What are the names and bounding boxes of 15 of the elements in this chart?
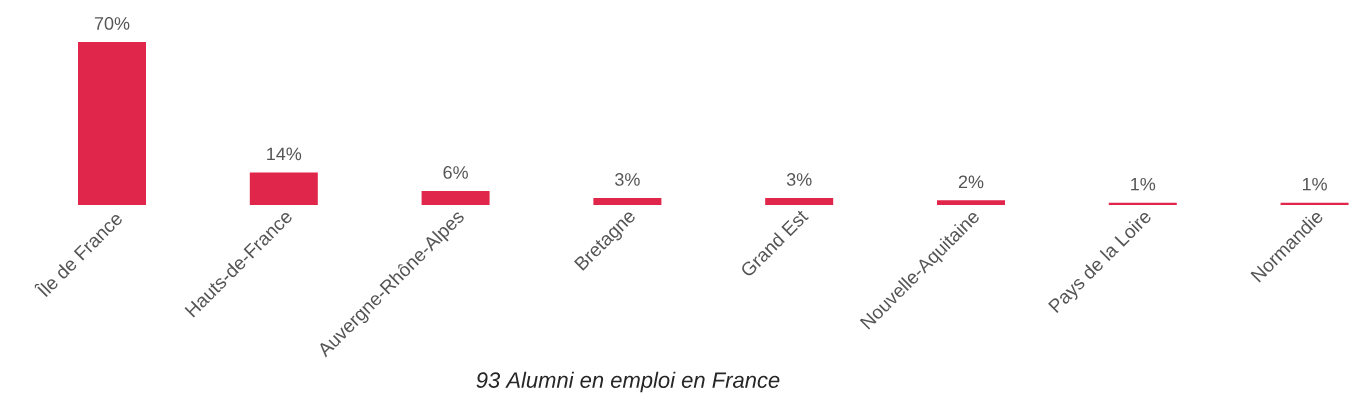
data-label: 3% (615, 173, 640, 186)
bar (593, 198, 662, 205)
data-label: 1% (1131, 177, 1156, 191)
data-label: 6% (443, 166, 468, 179)
bar (249, 172, 318, 205)
bar (421, 191, 490, 205)
bar (765, 198, 834, 205)
data-label: 1% (1302, 177, 1327, 191)
data-label: 14% (267, 147, 302, 161)
bar (78, 42, 146, 205)
data-label: 2% (958, 175, 984, 189)
bar (936, 200, 1005, 205)
data-label: 3% (786, 173, 812, 186)
x-axis-title: 93 Alumni en emploi en France (476, 371, 780, 393)
data-label: 70% (94, 17, 130, 30)
